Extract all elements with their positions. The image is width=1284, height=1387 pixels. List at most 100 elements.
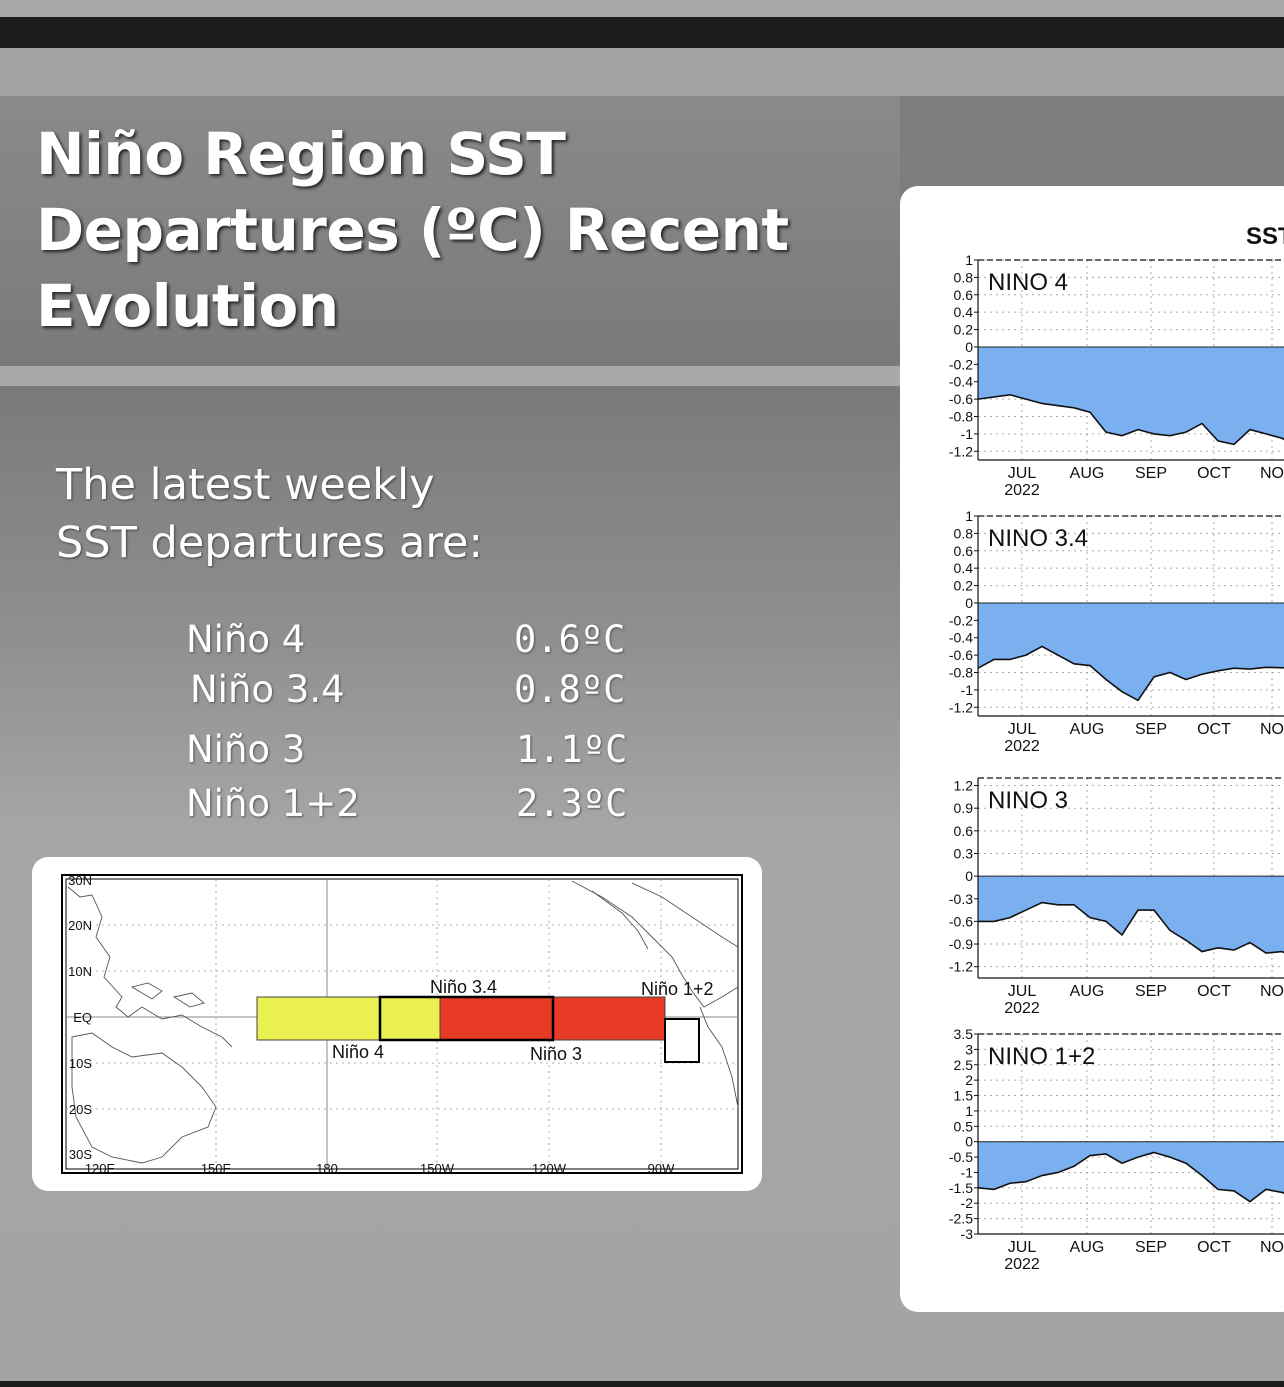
y-tick-label: 0.6 (954, 543, 974, 559)
y-tick-label: 0.4 (954, 304, 974, 320)
y-tick-label: -1.5 (949, 1180, 973, 1196)
lon-axis-labels: 120E 150E 180 150W 120W 90W (85, 1161, 675, 1176)
y-tick-label: -1 (961, 682, 974, 698)
nino34-panel-title: NINO 3.4 (988, 525, 1088, 552)
y-tick-label: 0 (965, 868, 973, 884)
y-tick-label: -0.8 (949, 409, 973, 425)
y-tick-label: -1.2 (949, 959, 973, 975)
x-tick-label: SEP (1135, 983, 1167, 1000)
x-tick-label: OCT (1197, 1239, 1231, 1256)
y-tick-label: -3 (961, 1226, 974, 1242)
coastlines (67, 880, 739, 1164)
x-tick-label: OCT (1197, 721, 1231, 738)
x-tick-label: SEP (1135, 465, 1167, 482)
y-tick-label: 0.3 (954, 845, 974, 861)
lon-label-120e: 120E (85, 1161, 116, 1176)
slide-title-line-2: Departures (ºC) Recent (36, 196, 789, 264)
region-value: 0.6ºC (514, 618, 626, 661)
y-tick-label: 1 (965, 1103, 973, 1119)
nino4-label: Niño 4 (332, 1042, 384, 1062)
nino34-label: Niño 3.4 (430, 977, 497, 997)
separator-band (0, 366, 900, 386)
charts-title: SST (1246, 223, 1284, 250)
region-value: 2.3ºC (516, 782, 628, 825)
lat-label-30s: 30S (69, 1147, 92, 1162)
y-tick-label: -0.2 (949, 612, 973, 628)
top-bar (0, 17, 1284, 48)
x-year-label: 2022 (1004, 1256, 1040, 1273)
y-tick-label: -0.5 (949, 1149, 973, 1165)
y-tick-label: 2 (965, 1072, 973, 1088)
y-tick-label: 1 (965, 508, 973, 524)
nino34-box (378, 995, 555, 1042)
region-row-nino12: Niño 1+2 2.3ºC (186, 782, 646, 828)
y-tick-label: -0.8 (949, 665, 973, 681)
y-tick-label: 0.6 (954, 823, 974, 839)
nino12-series-line (977, 1151, 1284, 1203)
y-tick-label: 0.9 (954, 800, 974, 816)
nino4-panel-title: NINO 4 (988, 269, 1068, 296)
nino12-area (978, 1141, 1284, 1202)
lon-label-150e: 150E (201, 1161, 232, 1176)
x-tick-label: SEP (1135, 1239, 1167, 1256)
y-tick-label: 1 (965, 252, 973, 268)
y-tick-label: 0.8 (954, 269, 974, 285)
y-tick-label: 0 (965, 1134, 973, 1150)
x-tick-label: NO (1260, 983, 1284, 1000)
nino-regions-map-card: Niño 3.4 Niño 1+2 Niño 4 Niño 3 30N 20N … (32, 857, 762, 1191)
nino3-series-line (978, 901, 1284, 954)
y-tick-label: 0.4 (954, 560, 974, 576)
intro-line-2: SST departures are: (56, 518, 483, 568)
region-name: Niño 3 (186, 728, 306, 771)
region-value: 1.1ºC (516, 728, 628, 771)
nino3-panel-title: NINO 3 (988, 787, 1068, 814)
map-inner-frame (65, 878, 739, 1170)
y-tick-label: -0.3 (949, 891, 973, 907)
y-tick-label: -2 (961, 1195, 974, 1211)
title-band (0, 96, 900, 366)
y-tick-label: 0.6 (954, 287, 974, 303)
y-tick-label: -1.2 (949, 443, 973, 459)
y-tick-label: 0.2 (954, 322, 974, 338)
y-tick-label: 3 (965, 1041, 973, 1057)
y-tick-label: -0.6 (949, 913, 973, 929)
region-name: Niño 4 (186, 618, 306, 661)
x-tick-label: NO (1260, 465, 1284, 482)
y-tick-label: 0.8 (954, 525, 974, 541)
y-tick-label: -0.4 (949, 374, 973, 390)
nino3-area (978, 876, 1284, 954)
x-tick-label: AUG (1070, 983, 1105, 1000)
y-tick-label: 3.5 (954, 1026, 974, 1042)
lon-label-120w: 120W (532, 1161, 567, 1176)
y-tick-label: -0.6 (949, 647, 973, 663)
x-year-label: 2022 (1004, 482, 1040, 499)
lat-label-20s: 20S (69, 1102, 92, 1117)
nino12-box (664, 1018, 700, 1063)
lat-label-20n: 20N (68, 918, 92, 933)
x-tick-label: SEP (1135, 721, 1167, 738)
x-year-label: 2022 (1004, 738, 1040, 755)
region-name: Niño 3.4 (190, 668, 345, 711)
region-value: 0.8ºC (514, 668, 626, 711)
y-tick-label: -0.2 (949, 356, 973, 372)
y-tick-label: -1.2 (949, 699, 973, 715)
y-tick-label: 1.5 (954, 1088, 974, 1104)
y-tick-label: -2.5 (949, 1211, 973, 1227)
sst-timeseries-card: SST 10.80.60.40.20-0.2-0.4-0.6-0.8-1-1.2… (900, 186, 1284, 1312)
nino4-series-line (977, 393, 1284, 446)
nino12-label: Niño 1+2 (641, 979, 714, 999)
y-tick-label: -0.9 (949, 936, 973, 952)
y-tick-label: -1 (961, 1164, 974, 1180)
nino-regions-map: Niño 3.4 Niño 1+2 Niño 4 Niño 3 30N 20N … (61, 873, 743, 1176)
nino3-label: Niño 3 (530, 1044, 582, 1064)
nino34-area (978, 602, 1284, 701)
y-tick-label: 2.5 (954, 1057, 974, 1073)
y-tick-label: 0 (965, 595, 973, 611)
x-tick-label: AUG (1070, 465, 1105, 482)
x-tick-label: OCT (1197, 983, 1231, 1000)
x-year-label: 2022 (1004, 1000, 1040, 1017)
bottom-bar (0, 1381, 1284, 1387)
x-tick-label: JUL (1008, 983, 1037, 1000)
lat-label-30n: 30N (68, 873, 92, 888)
x-tick-label: NO (1260, 1239, 1284, 1256)
